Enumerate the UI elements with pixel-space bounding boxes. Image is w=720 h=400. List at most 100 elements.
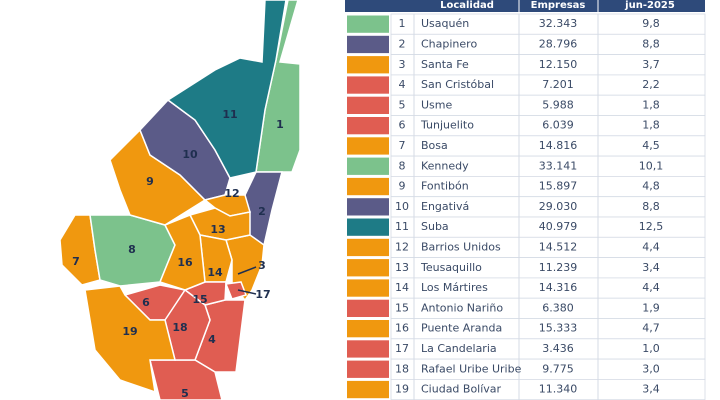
row-share: 4,5 (642, 139, 660, 152)
header-cell: Localidad (440, 0, 494, 11)
locality-shape (166, 0, 287, 179)
row-number: 6 (399, 119, 406, 132)
row-name: Tunjuelito (420, 119, 474, 132)
row-name: Puente Aranda (421, 322, 502, 335)
row-number: 15 (395, 301, 409, 314)
row-companies: 14.816 (539, 139, 578, 152)
row-number: 11 (395, 220, 409, 233)
row-share: 9,8 (642, 17, 660, 30)
row-companies: 12.150 (539, 58, 578, 71)
table-header (345, 0, 705, 12)
row-name: Santa Fe (421, 58, 469, 71)
row-share: 3,0 (642, 362, 660, 375)
row-number: 8 (399, 159, 406, 172)
row-share: 4,4 (642, 281, 660, 294)
locality-label: 15 (192, 293, 207, 306)
row-number: 10 (395, 200, 409, 213)
row-share: 2,2 (642, 78, 660, 91)
row-name: Chapinero (421, 37, 477, 50)
color-swatch (347, 198, 389, 216)
row-share: 1,8 (642, 119, 660, 132)
row-companies: 15.897 (539, 180, 578, 193)
color-swatch (347, 96, 389, 114)
locality-label: 8 (128, 243, 136, 256)
locality-shape (224, 281, 247, 300)
row-share: 8,8 (642, 37, 660, 50)
row-number: 13 (395, 261, 409, 274)
row-number: 16 (395, 322, 409, 335)
color-swatch (347, 137, 389, 155)
row-name: Bosa (421, 139, 448, 152)
row-companies: 28.796 (539, 37, 578, 50)
header-cell: Empresas (531, 0, 586, 11)
locality-label: 1 (276, 118, 284, 131)
locality-label: 19 (122, 325, 137, 338)
row-share: 8,8 (642, 200, 660, 213)
color-swatch (347, 218, 389, 236)
row-name: San Cristóbal (421, 78, 494, 91)
row-number: 17 (395, 342, 409, 355)
row-number: 2 (399, 37, 406, 50)
row-name: Suba (421, 220, 449, 233)
color-swatch (347, 56, 389, 74)
color-swatch (347, 380, 389, 399)
color-swatch (347, 279, 389, 297)
color-swatch (347, 177, 389, 196)
row-name: Kennedy (421, 159, 469, 172)
row-companies: 14.512 (539, 240, 578, 253)
row-number: 3 (399, 58, 406, 71)
color-swatch (347, 35, 389, 54)
color-swatch (347, 340, 389, 358)
color-swatch (347, 299, 389, 317)
locality-label: 13 (210, 223, 225, 236)
row-companies: 11.340 (539, 383, 578, 396)
color-swatch (347, 76, 389, 94)
row-number: 5 (399, 98, 406, 111)
locality-label: 16 (177, 256, 193, 269)
row-share: 3,4 (642, 383, 660, 396)
locality-shape (159, 214, 206, 291)
color-swatch (347, 259, 389, 277)
row-companies: 3.436 (542, 342, 574, 355)
row-name: Usaquén (421, 17, 469, 30)
row-companies: 15.333 (539, 322, 578, 335)
row-share: 4,4 (642, 240, 660, 253)
locality-label: 3 (258, 259, 266, 272)
color-swatch (347, 360, 389, 378)
locality-label: 4 (208, 333, 216, 346)
locality-label: 2 (258, 205, 266, 218)
locality-label: 18 (172, 321, 187, 334)
row-companies: 5.988 (542, 98, 574, 111)
color-swatch (347, 15, 389, 33)
row-number: 19 (395, 383, 409, 396)
row-share: 10,1 (639, 159, 664, 172)
locality-label: 17 (255, 288, 270, 301)
locality-label: 11 (222, 108, 237, 121)
row-companies: 33.141 (539, 159, 578, 172)
row-companies: 11.239 (539, 261, 578, 274)
row-name: Teusaquillo (420, 261, 482, 274)
row-share: 1,9 (642, 301, 660, 314)
row-share: 3,7 (642, 58, 660, 71)
row-number: 18 (395, 362, 409, 375)
color-swatch (347, 238, 389, 257)
row-name: Barrios Unidos (421, 240, 501, 253)
color-swatch (347, 157, 389, 175)
row-companies: 14.316 (539, 281, 578, 294)
row-share: 4,8 (642, 180, 660, 193)
row-number: 4 (399, 78, 406, 91)
locality-label: 12 (224, 187, 239, 200)
row-name: Ciudad Bolívar (421, 383, 502, 396)
row-name: Rafael Uribe Uribe (421, 362, 522, 375)
locality-label: 9 (146, 175, 154, 188)
row-share: 1,0 (642, 342, 660, 355)
row-companies: 6.380 (542, 301, 574, 314)
locality-label: 6 (142, 296, 150, 309)
locality-shape (84, 285, 176, 394)
row-name: Usme (421, 98, 452, 111)
row-companies: 29.030 (539, 200, 578, 213)
row-companies: 7.201 (542, 78, 574, 91)
locality-label: 5 (181, 387, 189, 400)
